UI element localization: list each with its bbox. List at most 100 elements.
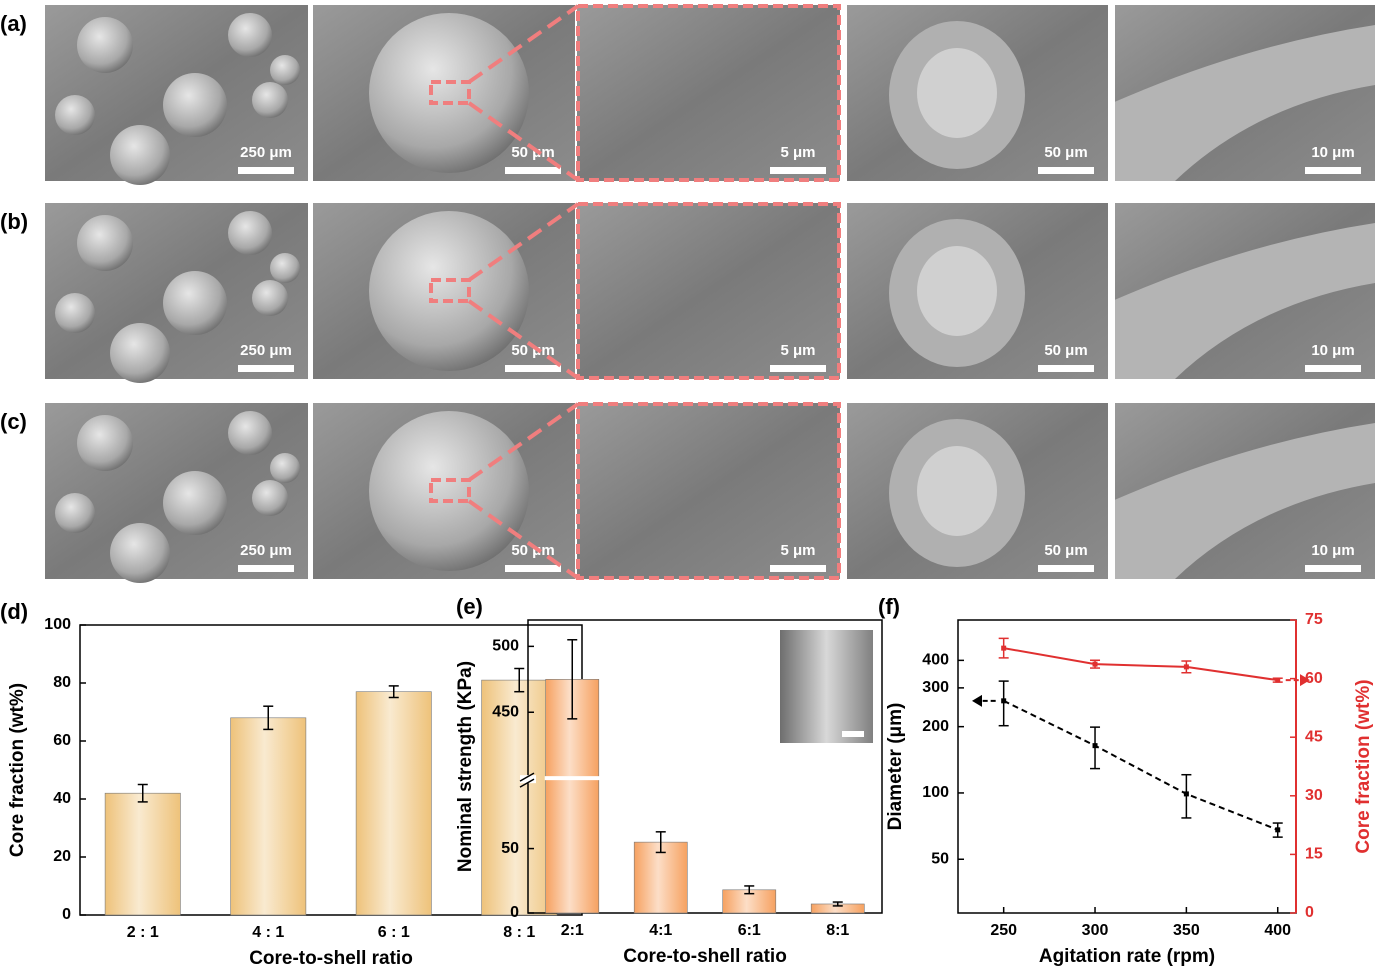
axis-arrowhead [1300,674,1310,687]
scale-bar [770,167,826,174]
x-tick-label: 2 : 1 [127,924,159,941]
point [1092,661,1098,667]
scale-bar-label: 50 μm [1044,342,1087,359]
panel-label: (e) [456,594,483,619]
panel-label: (f) [878,594,900,619]
capsule-core [917,48,997,138]
scale-bar-label: 5 μm [780,542,815,559]
x-tick-label: 4 : 1 [252,924,284,941]
error-bar [567,639,578,720]
y2-tick-label: 75 [1305,611,1323,628]
microcapsule [252,280,288,316]
capsule-core [917,246,997,336]
point [1275,677,1281,683]
scale-bar [505,365,561,372]
error-bar [137,783,148,803]
bar [104,792,181,916]
scale-bar [1038,365,1094,372]
y2-tick-label: 0 [1305,904,1314,921]
error-bar [388,685,399,699]
scale-bar [1038,167,1094,174]
scale-bar-label: 250 μm [240,342,292,359]
sem-image [577,5,840,181]
y2-tick-label: 60 [1305,670,1323,687]
y-axis-title: Core fraction (wt%) [7,683,28,857]
microcapsule [77,17,133,73]
y-tick-label: 20 [53,848,71,865]
scale-bar-label: 10 μm [1311,342,1354,359]
microcapsule [369,411,529,571]
zoom-frame [576,402,841,580]
y-axis-title: Diameter (μm) [885,703,906,831]
series-line [1003,699,1279,831]
zoom-box [429,478,471,503]
row-label: (b) [0,209,28,234]
sem-image [577,203,840,379]
microcapsule [77,215,133,271]
zoom-box [429,80,471,105]
y-tick-label: 50 [501,840,519,857]
x-tick-label: 6:1 [738,922,761,939]
scale-bar [770,565,826,572]
scale-bar-label: 50 μm [1044,542,1087,559]
microcapsule [270,253,300,283]
inset-photo [780,630,873,743]
scale-bar-label: 250 μm [240,542,292,559]
scale-bar [1038,565,1094,572]
zoom-connector [467,202,580,282]
x-tick-label: 8:1 [826,922,849,939]
microcapsule [252,480,288,516]
axis-arrowhead [972,694,982,707]
y-tick-label: 60 [53,732,71,749]
point [1092,743,1098,749]
point [1183,791,1189,797]
scale-bar-label: 250 μm [240,144,292,161]
error-bar [998,680,1009,727]
y-tick-label: 40 [53,790,71,807]
y-tick-label: 50 [931,850,949,867]
y-tick-label: 80 [53,674,71,691]
x-tick-label: 250 [990,922,1017,939]
y-tick-label: 100 [922,784,949,801]
scale-bar-label: 10 μm [1311,144,1354,161]
x-axis-title: Core-to-shell ratio [249,948,413,968]
scale-bar [1305,167,1361,174]
sem-panels: (a) 250 μm 50 μm 5 μm 50 μm 10 μm (b) 250 μm 50 … [0,4,1375,583]
microcapsule [55,293,95,333]
bar [355,691,432,916]
scale-bar-label: 5 μm [780,144,815,161]
scale-bar [770,365,826,372]
shell-wall [1115,423,1375,579]
microcapsule [270,453,300,483]
microcapsule [55,95,95,135]
y2-axis-title: Core fraction (wt%) [1353,679,1374,853]
x-tick-label: 6 : 1 [378,924,410,941]
scale-bar-label: 50 μm [511,542,554,559]
bar [230,717,307,916]
plot-frame [527,619,883,914]
error-bar [832,901,843,907]
microcapsule [270,55,300,85]
charts: (d) Core-to-shell ratio Core fraction (wt%… [0,594,1374,968]
microcapsule [163,73,227,137]
chart: (f) Agitation rate (rpm) Diameter (μm) Core… [878,594,1374,967]
microcapsule [228,211,272,255]
microcapsule [110,125,170,185]
y-tick-label: 0 [62,906,71,923]
x-axis-title: Core-to-shell ratio [623,946,787,967]
scale-bar [505,565,561,572]
zoom-connector [467,402,580,482]
scale-bar-label: 50 μm [511,144,554,161]
series-line [1003,647,1278,682]
zoom-frame [576,202,841,380]
y-tick-label: 500 [492,638,519,655]
microcapsule [77,415,133,471]
row-label: (a) [0,11,27,36]
bar [633,841,688,914]
error-bar [263,705,274,731]
microcapsule [110,523,170,583]
y-tick-label: 200 [922,718,949,735]
point [1001,645,1007,651]
scale-bar-label: 5 μm [780,342,815,359]
x-tick-label: 4:1 [649,922,672,939]
